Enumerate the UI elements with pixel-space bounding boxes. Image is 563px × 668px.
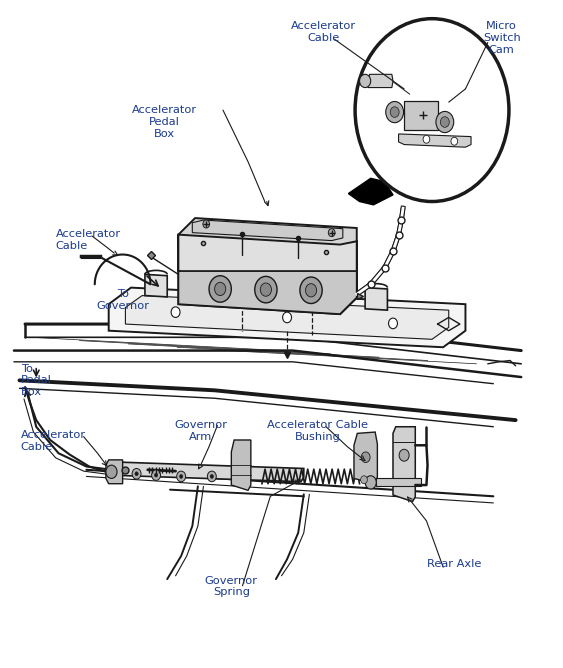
Text: To
Pedal
Box: To Pedal Box	[21, 364, 51, 397]
Polygon shape	[365, 288, 387, 310]
Polygon shape	[354, 432, 377, 484]
Circle shape	[306, 284, 316, 297]
Polygon shape	[145, 275, 167, 297]
Circle shape	[386, 102, 404, 123]
Polygon shape	[376, 478, 421, 486]
Text: Accelerator
Cable: Accelerator Cable	[56, 229, 121, 251]
Polygon shape	[231, 440, 251, 490]
Polygon shape	[404, 101, 437, 130]
Circle shape	[423, 135, 430, 143]
Circle shape	[328, 228, 335, 236]
Circle shape	[390, 107, 399, 118]
Text: Accelerator
Cable: Accelerator Cable	[21, 430, 86, 452]
Text: Governor
Arm: Governor Arm	[174, 420, 227, 442]
Circle shape	[210, 474, 213, 478]
Circle shape	[177, 471, 186, 482]
Circle shape	[171, 307, 180, 317]
Circle shape	[154, 473, 158, 477]
Polygon shape	[109, 288, 466, 347]
Circle shape	[361, 476, 367, 484]
Polygon shape	[256, 280, 279, 303]
Circle shape	[132, 468, 141, 479]
Circle shape	[203, 220, 209, 228]
Circle shape	[360, 74, 370, 88]
Polygon shape	[393, 427, 415, 502]
Circle shape	[436, 112, 454, 133]
Circle shape	[106, 465, 117, 478]
Text: Micro
Switch
Cam: Micro Switch Cam	[483, 21, 521, 55]
Circle shape	[388, 318, 397, 329]
Circle shape	[399, 450, 409, 461]
Circle shape	[365, 476, 376, 489]
Circle shape	[440, 117, 449, 128]
Circle shape	[283, 312, 292, 323]
Polygon shape	[348, 178, 393, 205]
Text: Accelerator
Cable: Accelerator Cable	[291, 21, 356, 43]
Polygon shape	[106, 460, 123, 484]
Circle shape	[151, 470, 160, 480]
Text: Governor
Spring: Governor Spring	[205, 576, 258, 597]
Polygon shape	[178, 255, 357, 314]
Circle shape	[300, 277, 322, 303]
Polygon shape	[109, 462, 304, 482]
Circle shape	[254, 277, 277, 303]
Polygon shape	[178, 218, 357, 258]
Text: Accelerator
Pedal
Box: Accelerator Pedal Box	[132, 106, 197, 139]
Circle shape	[361, 452, 370, 462]
Circle shape	[215, 283, 226, 295]
Circle shape	[260, 283, 271, 296]
Text: Accelerator Cable
Bushing: Accelerator Cable Bushing	[267, 420, 368, 442]
Text: To
Governor: To Governor	[96, 289, 149, 311]
Polygon shape	[178, 234, 357, 314]
Circle shape	[135, 472, 138, 476]
Circle shape	[207, 471, 216, 482]
Polygon shape	[178, 271, 357, 314]
Polygon shape	[368, 74, 393, 88]
Circle shape	[180, 474, 183, 478]
Circle shape	[209, 276, 231, 302]
Polygon shape	[193, 220, 343, 240]
Circle shape	[451, 137, 458, 145]
Text: Rear Axle: Rear Axle	[427, 559, 481, 569]
Polygon shape	[399, 134, 471, 147]
Polygon shape	[126, 295, 449, 339]
Circle shape	[355, 19, 509, 202]
